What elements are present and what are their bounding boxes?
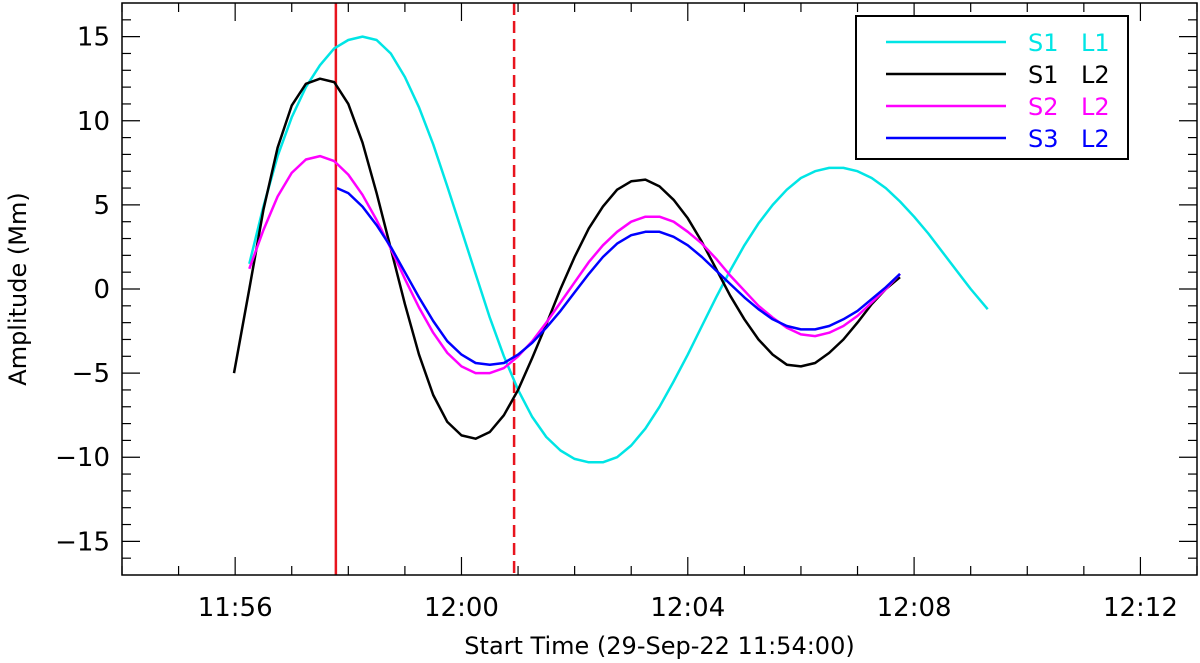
x-tick-label: 11:56 xyxy=(198,593,273,623)
series-line-s1-l1 xyxy=(248,35,989,464)
x-tick-label: 12:12 xyxy=(1103,593,1178,623)
series-lines xyxy=(232,35,989,464)
plot-frame xyxy=(121,2,1198,576)
legend-label-part: L2 xyxy=(1081,125,1110,153)
y-axis-title: Amplitude (Mm) xyxy=(4,192,32,385)
y-tick-label: −5 xyxy=(72,359,110,389)
y-tick-label: 0 xyxy=(93,275,110,305)
x-tick-label: 12:04 xyxy=(650,593,725,623)
legend-label-part: S1 xyxy=(1028,61,1059,89)
y-tick-label: 5 xyxy=(93,191,110,221)
series-line-s3-l2 xyxy=(336,186,901,366)
marker-lines xyxy=(334,3,516,575)
legend: S1 L1 S1 L2 S2 L2 S3 L2 xyxy=(855,15,1129,160)
x-axis-title: Start Time (29-Sep-22 11:54:00) xyxy=(464,632,854,660)
legend-label-part: S3 xyxy=(1028,125,1059,153)
y-tick-label: 10 xyxy=(77,107,110,137)
x-tick-label: 12:00 xyxy=(424,593,499,623)
x-tick-label: 12:08 xyxy=(877,593,952,623)
legend-label-part: L2 xyxy=(1081,61,1110,89)
series-line-s2-l2 xyxy=(248,154,901,375)
legend-label-part: L1 xyxy=(1081,29,1110,57)
y-tick-label: 15 xyxy=(77,23,110,53)
legend-label-part: S2 xyxy=(1028,93,1059,121)
series-line-s1-l2 xyxy=(232,77,901,440)
legend-box xyxy=(855,15,1129,160)
y-tick-label: −15 xyxy=(55,527,110,557)
tick-labels: 11:56 12:00 12:04 12:08 12:12 15 10 5 0 −5 −10 −15 xyxy=(55,23,1178,623)
legend-label-part: S1 xyxy=(1028,29,1059,57)
legend-label-part: L2 xyxy=(1081,93,1110,121)
y-tick-label: −10 xyxy=(55,443,110,473)
